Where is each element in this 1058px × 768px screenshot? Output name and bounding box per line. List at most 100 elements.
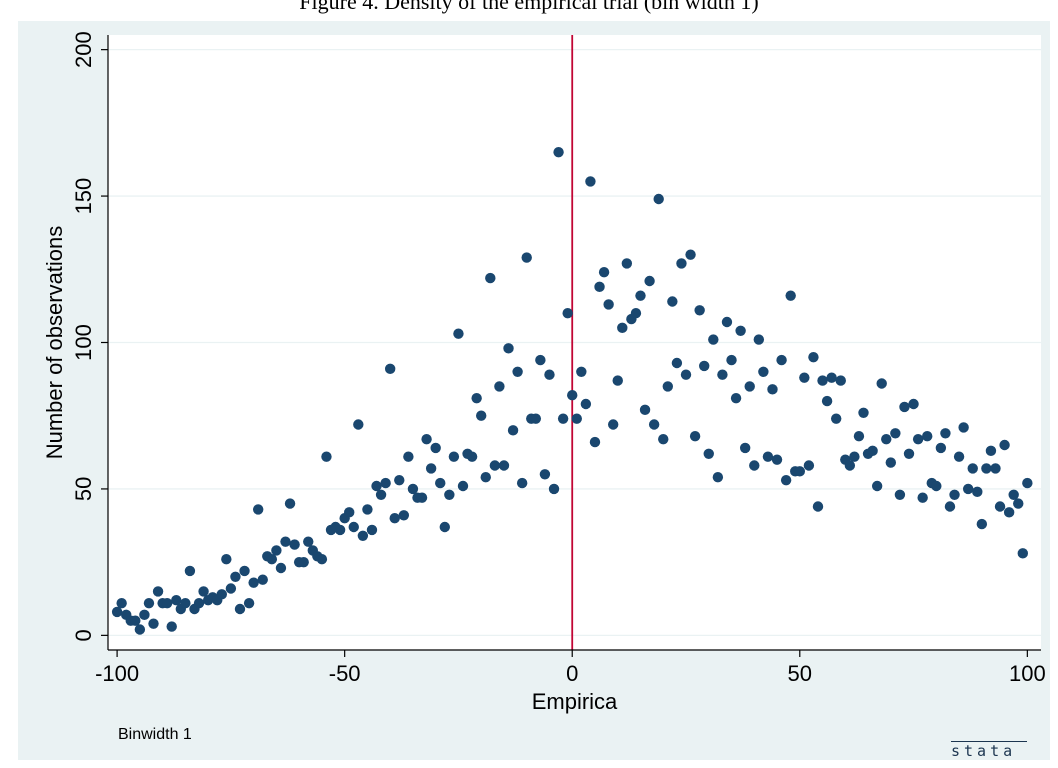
scatter-point	[366, 524, 378, 536]
scatter-point	[1022, 477, 1033, 489]
scatter-point	[562, 308, 573, 319]
scatter-point	[990, 463, 1001, 474]
scatter-point	[161, 597, 173, 609]
scatter-point	[521, 252, 532, 263]
scatter-point	[143, 597, 155, 609]
scatter-point	[917, 492, 928, 503]
y-axis-title: Number of observations	[42, 226, 67, 460]
scatter-point	[248, 577, 259, 588]
scatter-point	[881, 433, 892, 445]
scatter-point	[771, 454, 783, 465]
scatter-point	[744, 381, 755, 392]
scatter-point	[171, 595, 182, 606]
scatter-point	[603, 299, 614, 310]
scatter-point	[662, 381, 673, 392]
scatter-point	[553, 146, 564, 158]
scatter-point	[457, 480, 469, 492]
scatter-point	[776, 354, 787, 366]
scatter-point	[567, 390, 578, 401]
scatter-point	[530, 413, 542, 424]
scatter-point	[721, 316, 733, 328]
scatter-point	[548, 483, 560, 495]
scatter-point	[594, 281, 605, 293]
scatter-point	[607, 419, 619, 430]
scatter-point	[444, 489, 455, 500]
scatter-point	[485, 272, 496, 284]
scatter-point	[198, 586, 209, 597]
scatter-point	[694, 305, 705, 316]
scatter-point	[1008, 489, 1019, 500]
stata-logo: stata	[951, 741, 1027, 759]
scatter-point	[803, 460, 815, 471]
scatter-point	[239, 565, 250, 577]
scatter-point	[867, 445, 878, 457]
y-tick-label: 200	[71, 31, 96, 68]
scatter-point	[243, 597, 255, 609]
scatter-point	[630, 308, 642, 319]
scatter-point	[826, 372, 837, 383]
scatter-point	[539, 469, 551, 480]
scatter-point	[1017, 548, 1028, 559]
scatter-point	[885, 457, 897, 468]
scatter-point	[762, 451, 774, 462]
x-tick-label: 50	[788, 661, 812, 686]
scatter-point	[284, 498, 296, 509]
scatter-point	[739, 442, 751, 454]
scatter-point	[111, 606, 123, 618]
scatter-point	[940, 428, 951, 439]
scatter-point	[899, 401, 910, 413]
binwidth-note: Binwidth 1	[118, 726, 192, 743]
scatter-point	[225, 583, 237, 594]
scatter-point	[767, 384, 778, 395]
scatter-point	[639, 404, 651, 416]
scatter-point	[689, 431, 701, 442]
scatter-point	[817, 375, 828, 386]
x-tick-label: 100	[1009, 661, 1046, 686]
scatter-point	[612, 375, 623, 386]
scatter-point	[671, 357, 683, 369]
scatter-point	[858, 407, 869, 418]
scatter-point	[685, 249, 696, 260]
scatter-point	[830, 413, 842, 424]
scatter-point	[931, 480, 942, 492]
scatter-point	[648, 419, 660, 430]
scatter-point	[544, 369, 555, 380]
scatter-point	[903, 448, 915, 459]
scatter-point	[357, 530, 369, 541]
scatter-point	[516, 477, 528, 489]
scatter-point	[507, 425, 519, 436]
scatter-point	[958, 422, 969, 433]
scatter-point	[853, 431, 865, 442]
scatter-point	[703, 448, 714, 459]
scatter-point	[503, 343, 514, 354]
scatter-point	[585, 176, 596, 187]
x-axis-title: Empirica	[532, 689, 618, 714]
scatter-point	[471, 392, 482, 404]
scatter-point	[876, 378, 887, 389]
scatter-point	[994, 501, 1006, 512]
scatter-point	[985, 445, 997, 457]
scatter-point	[735, 325, 746, 336]
scatter-point	[571, 413, 582, 424]
scatter-point	[512, 366, 523, 377]
scatter-point	[799, 372, 810, 383]
scatter-point	[407, 483, 419, 495]
scatter-point	[699, 360, 710, 372]
scatter-point	[230, 571, 241, 582]
scatter-point	[912, 433, 924, 445]
scatter-point	[849, 451, 860, 462]
scatter-point	[635, 290, 646, 301]
scatter-point	[749, 460, 760, 471]
scatter-point	[334, 524, 346, 536]
scatter-point	[435, 477, 446, 489]
scatter-point	[922, 431, 933, 442]
scatter-point	[184, 565, 196, 577]
scatter-point	[398, 510, 410, 521]
scatter-point	[785, 290, 796, 301]
scatter-point	[298, 556, 309, 568]
scatter-point	[139, 609, 150, 621]
scatter-point	[1013, 498, 1024, 509]
scatter-point	[676, 258, 687, 269]
